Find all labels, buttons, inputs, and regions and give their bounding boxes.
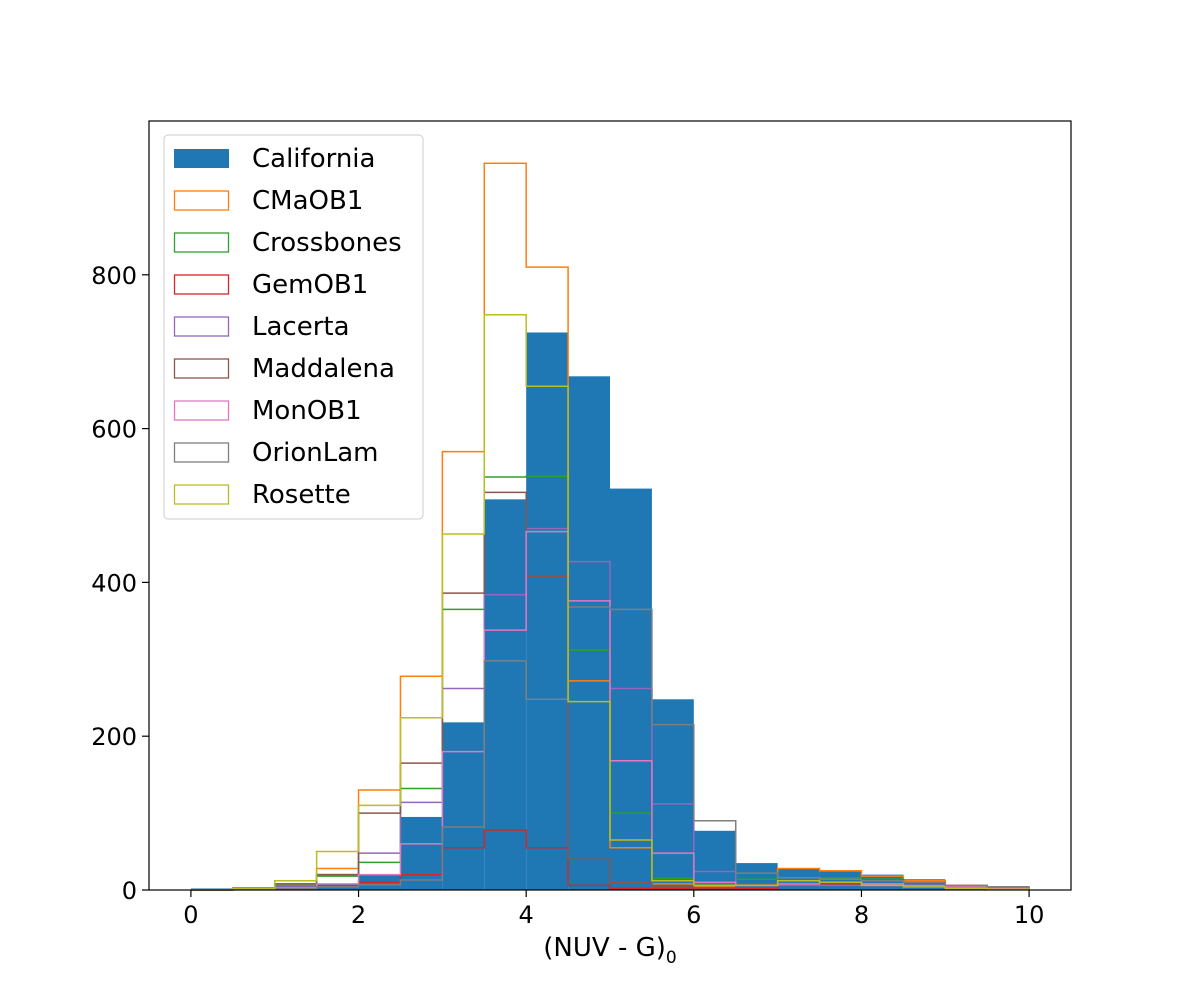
step-line-rosette	[190, 314, 1030, 891]
bar-california-10	[610, 488, 652, 890]
legend-swatch-orionlam	[173, 442, 230, 463]
legend-label-monob1: MonOB1	[252, 396, 362, 426]
legend-label-maddalena: Maddalena	[252, 354, 395, 384]
bar-california-8	[526, 332, 569, 891]
step-line-cmaob1	[190, 162, 1030, 891]
legend-swatch-maddalena	[173, 358, 230, 379]
legend-label-orionlam: OrionLam	[252, 438, 379, 468]
x-axis-ticks: 0 2 4 6 8 10	[183, 890, 1044, 929]
legend-swatch-lacerta	[173, 316, 230, 337]
bar-california-5	[400, 816, 443, 890]
legend-swatch-rosette	[173, 484, 230, 505]
x-tick-label: 10	[1014, 901, 1045, 929]
legend-swatch-gemob1	[173, 274, 230, 295]
legend-items: California CMaOB1 Crossbones GemOB1 Lacerta M…	[173, 144, 402, 510]
bar-california-17	[903, 879, 946, 890]
steps-layer	[190, 162, 1030, 891]
legend-label-gemob1: GemOB1	[252, 270, 368, 300]
x-tick-label: 6	[686, 901, 701, 929]
bar-california-6	[442, 722, 485, 890]
legend-swatch-california	[174, 149, 229, 168]
legend-label-lacerta: Lacerta	[252, 312, 350, 342]
legend-label-california: California	[252, 144, 375, 174]
y-axis-ticks: 0 200 400 600 800	[91, 262, 149, 905]
bar-california-9	[568, 376, 610, 891]
x-tick-label: 2	[351, 901, 366, 929]
bar-california-14	[777, 868, 820, 890]
y-tick-label: 400	[91, 569, 137, 597]
legend-label-rosette: Rosette	[252, 480, 351, 510]
bar-california-12	[693, 830, 736, 890]
y-tick-label: 0	[122, 877, 137, 905]
y-tick-label: 200	[91, 723, 137, 751]
bar-california-11	[651, 699, 694, 890]
bar-california-15	[819, 871, 862, 890]
bar-california-16	[861, 874, 904, 890]
y-tick-label: 800	[91, 262, 137, 290]
x-axis-title: (NUV - G)0	[543, 933, 676, 968]
plot-frame	[148, 120, 1072, 891]
x-tick-label: 8	[854, 901, 869, 929]
x-tick-label: 4	[519, 901, 534, 929]
bar-california-0	[190, 888, 233, 890]
legend: California CMaOB1 Crossbones GemOB1 Lacerta M…	[163, 134, 424, 520]
y-tick-label: 600	[91, 416, 137, 444]
legend-label-cmaob1: CMaOB1	[252, 186, 363, 216]
bars-layer	[190, 332, 1030, 891]
bar-california-7	[484, 499, 527, 890]
legend-swatch-cmaob1	[173, 190, 230, 211]
legend-frame	[163, 134, 424, 520]
legend-swatch-crossbones	[173, 232, 230, 253]
x-tick-label: 0	[183, 901, 198, 929]
legend-label-crossbones: Crossbones	[252, 228, 402, 258]
legend-swatch-monob1	[173, 400, 230, 421]
step-line-orionlam	[190, 606, 1030, 891]
